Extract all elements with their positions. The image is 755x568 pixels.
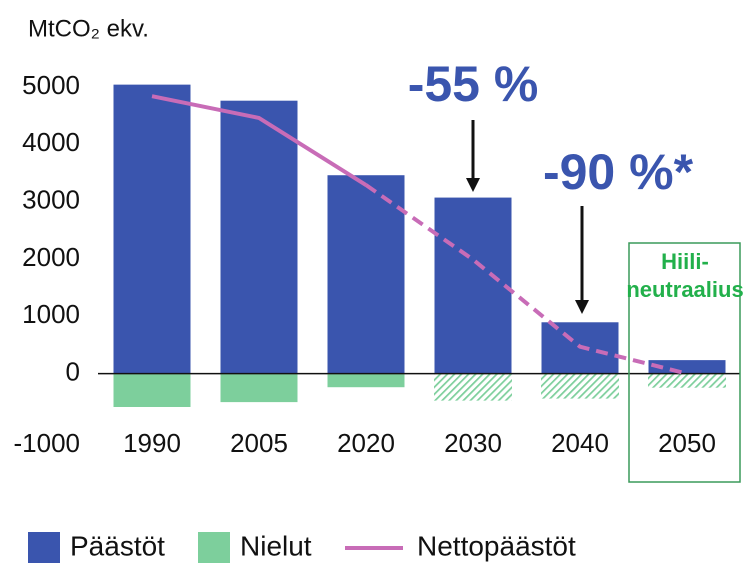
x-tick-label: 1990 (123, 428, 181, 458)
y-tick-label: 3000 (22, 185, 80, 215)
x-tick-label: 2030 (444, 428, 502, 458)
net-line (151, 94, 368, 187)
bar (326, 373, 406, 389)
legend-label: Nettopäästöt (417, 530, 576, 561)
y-tick-label: 4000 (22, 127, 80, 157)
bar (648, 373, 726, 388)
bar (541, 373, 619, 399)
x-tick-label: 2040 (551, 428, 609, 458)
x-tick-label: 2050 (658, 428, 716, 458)
y-axis-label: MtCO₂ ekv. (28, 15, 149, 42)
arrow-head (466, 178, 480, 192)
legend-label: Nielut (240, 530, 312, 561)
arrow-head (575, 300, 589, 314)
y-tick-label: 0 (66, 357, 80, 387)
x-tick-label: 2020 (337, 428, 395, 458)
net-line-projected (364, 183, 688, 376)
bar (434, 373, 512, 401)
y-tick-label: 1000 (22, 299, 80, 329)
y-tick-label: -1000 (14, 428, 81, 458)
legend-label: Päästöt (70, 530, 165, 561)
annotation: -55 % (408, 56, 539, 112)
annotation: -90 %* (543, 144, 694, 200)
y-tick-label: 5000 (22, 70, 80, 100)
bar (219, 373, 299, 404)
bar (433, 196, 513, 375)
bar (219, 99, 299, 375)
legend-swatch (28, 532, 60, 564)
annotation: Hiili- (661, 249, 709, 274)
bar (326, 174, 406, 375)
annotation: neutraalius (626, 277, 743, 302)
x-tick-label: 2005 (230, 428, 288, 458)
legend-swatch (198, 532, 230, 564)
y-tick-label: 2000 (22, 242, 80, 272)
bar (112, 373, 192, 408)
highlight-box (628, 242, 741, 483)
bar (112, 83, 192, 375)
